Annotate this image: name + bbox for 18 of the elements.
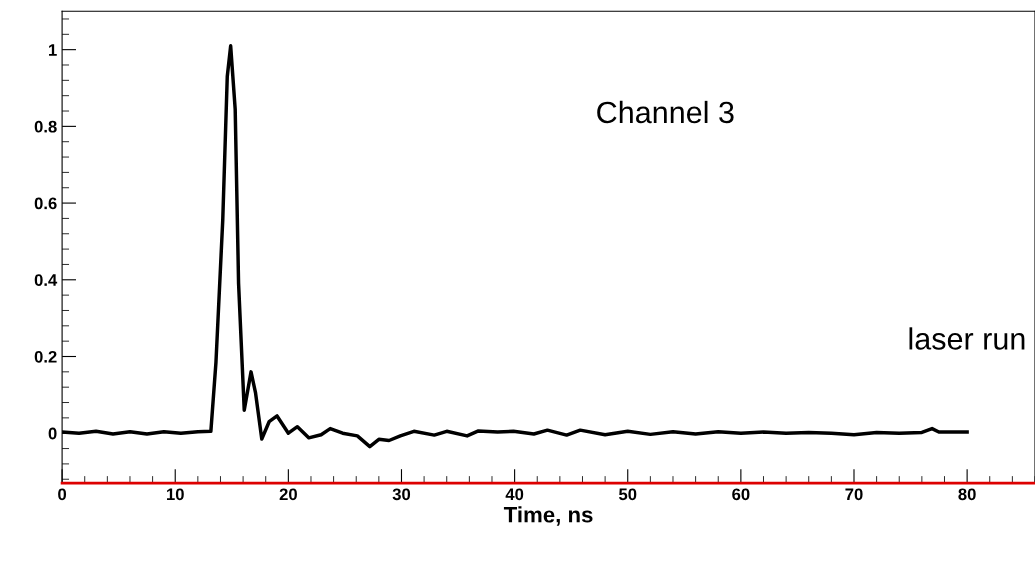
x-tick-label: 60 <box>732 488 750 501</box>
x-axis-title: Time, ns <box>503 506 593 526</box>
y-tick-label: 0.2 <box>34 350 57 363</box>
annotation: laser run <box>909 327 1025 350</box>
x-tick-label: 10 <box>167 488 184 501</box>
x-tick-label: 20 <box>279 488 297 501</box>
x-tick-label: 50 <box>618 488 637 501</box>
x-tick-label: 30 <box>392 488 411 501</box>
y-tick-label: 0.8 <box>34 120 57 133</box>
y-tick-label: 0.6 <box>34 197 57 210</box>
x-tick-label: 70 <box>845 488 863 501</box>
x-tick-label: 40 <box>505 488 524 501</box>
y-tick-label: 1 <box>49 44 57 56</box>
x-tick-label: 80 <box>958 488 976 501</box>
y-tick-label: 0 <box>48 427 57 440</box>
x-tick-label: 0 <box>58 488 67 501</box>
annotation: Channel 3 <box>597 100 734 124</box>
y-tick-label: 0.4 <box>34 274 58 286</box>
